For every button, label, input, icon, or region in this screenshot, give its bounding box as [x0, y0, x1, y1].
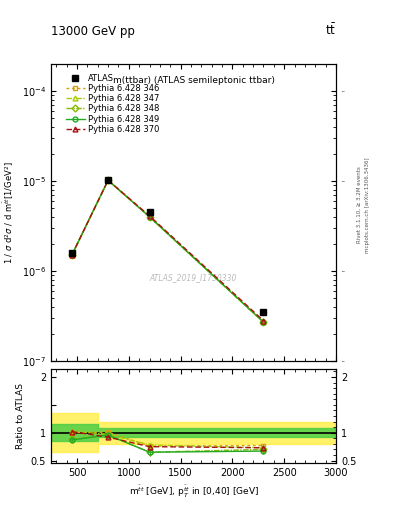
Text: t$\bar{\rm t}$: t$\bar{\rm t}$ — [325, 23, 336, 38]
Y-axis label: 1 / $\sigma$ d$^2\sigma$ / d m$^{\bar{t}t}$[1/GeV$^2$]: 1 / $\sigma$ d$^2\sigma$ / d m$^{\bar{t}… — [2, 161, 17, 264]
Text: Rivet 3.1.10, ≥ 3.2M events: Rivet 3.1.10, ≥ 3.2M events — [357, 166, 362, 243]
ATLAS — [70, 249, 74, 255]
Text: 13000 GeV pp: 13000 GeV pp — [51, 26, 135, 38]
Legend: ATLAS, Pythia 6.428 346, Pythia 6.428 347, Pythia 6.428 348, Pythia 6.428 349, P: ATLAS, Pythia 6.428 346, Pythia 6.428 34… — [64, 71, 162, 136]
ATLAS — [147, 209, 152, 216]
Text: ATLAS_2019_I1750330: ATLAS_2019_I1750330 — [150, 273, 237, 282]
Line: ATLAS: ATLAS — [68, 177, 267, 315]
ATLAS — [106, 177, 110, 183]
Text: mcplots.cern.ch [arXiv:1306.3436]: mcplots.cern.ch [arXiv:1306.3436] — [365, 157, 370, 252]
Text: m(ttbar) (ATLAS semileptonic ttbar): m(ttbar) (ATLAS semileptonic ttbar) — [113, 76, 274, 85]
ATLAS — [261, 309, 266, 315]
X-axis label: m$^{\bar{t}t}$ [GeV], p$_T^{\bar{t}t}$ in [0,40] [GeV]: m$^{\bar{t}t}$ [GeV], p$_T^{\bar{t}t}$ i… — [129, 484, 259, 500]
Y-axis label: Ratio to ATLAS: Ratio to ATLAS — [16, 383, 25, 449]
